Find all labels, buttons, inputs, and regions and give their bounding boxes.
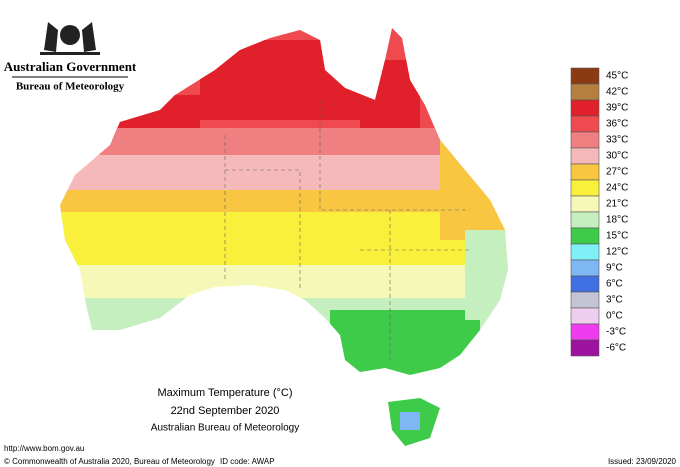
legend-swatch xyxy=(570,227,600,245)
legend-label: 18°C xyxy=(606,215,628,226)
legend-swatch xyxy=(570,307,600,325)
logo xyxy=(40,22,100,55)
state-borders xyxy=(224,100,470,360)
legend-swatch xyxy=(570,131,600,149)
legend-label: 24°C xyxy=(606,183,628,194)
map-title: Maximum Temperature (°C) xyxy=(157,387,292,399)
legend-swatch xyxy=(570,99,600,117)
legend-swatch xyxy=(570,339,600,357)
footer-url: http://www.bom.gov.au xyxy=(4,444,84,453)
legend-swatch xyxy=(570,179,600,197)
map-date: 22nd September 2020 xyxy=(171,405,280,417)
footer-copyright: © Commonwealth of Australia 2020, Bureau… xyxy=(4,457,215,466)
legend-label: 42°C xyxy=(606,87,628,98)
legend-swatch xyxy=(570,67,600,85)
bureau-title: Bureau of Meteorology xyxy=(16,81,125,93)
legend-swatch xyxy=(570,163,600,181)
legend-swatch xyxy=(570,259,600,277)
legend-label: 3°C xyxy=(606,295,623,306)
legend-swatch xyxy=(570,147,600,165)
legend-label: 21°C xyxy=(606,199,628,210)
legend: 45°C 42°C 39°C 36°C 33°C 30°C 27°C 24°C 21°C 18°C… xyxy=(570,67,628,357)
legend-swatch xyxy=(570,211,600,229)
map-source: Australian Bureau of Meteorology xyxy=(151,423,299,434)
legend-swatch xyxy=(570,83,600,101)
legend-swatch xyxy=(570,291,600,309)
legend-label: -3°C xyxy=(606,327,626,338)
legend-label: 45°C xyxy=(606,71,628,82)
legend-label: 33°C xyxy=(606,135,628,146)
legend-label: 39°C xyxy=(606,103,628,114)
legend-swatch xyxy=(570,323,600,341)
legend-label: 27°C xyxy=(606,167,628,178)
footer-id: ID code: AWAP xyxy=(220,457,275,466)
legend-label: 36°C xyxy=(606,119,628,130)
legend-label: 9°C xyxy=(606,263,623,274)
legend-swatch xyxy=(570,243,600,261)
legend-label: 30°C xyxy=(606,151,628,162)
footer-issued: Issued: 23/09/2020 xyxy=(608,457,677,466)
legend-label: 15°C xyxy=(606,231,628,242)
gov-title: Australian Government xyxy=(4,59,137,74)
legend-swatch xyxy=(570,115,600,133)
legend-label: 0°C xyxy=(606,311,623,322)
legend-swatch xyxy=(570,195,600,213)
legend-label: -6°C xyxy=(606,343,626,354)
legend-label: 6°C xyxy=(606,279,623,290)
legend-label: 12°C xyxy=(606,247,628,258)
legend-swatch xyxy=(570,275,600,293)
